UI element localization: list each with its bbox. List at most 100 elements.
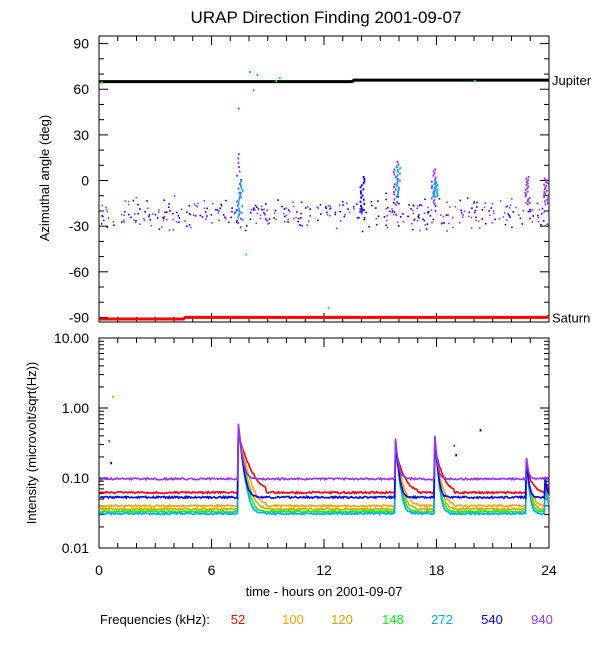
bottom-y-tick-label: 1.00 [62,400,89,416]
burst-point [240,196,242,199]
direction-point [218,219,220,222]
direction-point [329,208,331,210]
burst-point [434,180,437,183]
burst-point [525,184,528,187]
direction-point [481,209,484,211]
direction-point [427,211,429,213]
direction-point [446,201,448,203]
burst-point [432,195,435,198]
direction-point [256,212,259,215]
burst-point [396,185,399,188]
direction-point [540,213,543,215]
direction-point [418,214,420,216]
burst-point [543,195,545,198]
bottom-panel-marks [99,395,550,516]
direction-point [137,203,139,206]
burst-point [362,208,365,212]
direction-point [518,214,520,216]
direction-point [505,206,507,208]
direction-point [105,206,107,208]
direction-point [507,213,510,215]
direction-point [132,199,135,202]
bottom-y-axis-label: Intensity (microvolt/sqrt(Hz)) [24,362,39,525]
burst-point [240,178,242,182]
direction-point [287,218,289,221]
burst-point [434,168,437,171]
direction-point [154,213,157,216]
direction-point [264,218,267,220]
direction-point [484,202,486,204]
burst-point [526,190,529,193]
direction-point [353,207,355,210]
direction-point [348,211,351,214]
burst-point [543,177,546,180]
burst-point [395,176,398,179]
direction-point [168,203,170,205]
direction-point [268,218,271,220]
direction-point [239,211,241,213]
direction-point [320,213,322,215]
x-tick-label: 0 [95,562,103,578]
direction-point [261,209,264,211]
burst-point [436,188,439,191]
direction-point [211,222,213,224]
direction-point [160,226,163,228]
burst-point [546,182,549,185]
top-y-tick-label: -60 [69,264,89,280]
direction-point [377,215,380,218]
direction-point [412,209,414,212]
direction-point [466,197,469,199]
burst-point [240,185,242,188]
direction-point [319,204,322,206]
direction-point [399,216,402,218]
burst-point [435,185,438,188]
direction-point [164,211,166,214]
burst-point [238,196,241,199]
burst-point [396,177,399,180]
direction-point [326,211,328,214]
outlier-point [256,74,259,76]
direction-point [275,218,277,221]
direction-point [363,218,365,221]
direction-point [236,219,238,222]
direction-point [101,204,104,207]
direction-point [325,206,327,208]
direction-point [375,218,378,220]
direction-point [542,220,545,222]
direction-point [266,219,269,222]
direction-point [227,221,230,224]
direction-point [178,221,180,224]
direction-point [102,219,105,222]
direction-point [537,214,539,217]
direction-point [261,208,263,211]
direction-point [471,207,473,209]
direction-point [285,207,288,209]
burst-point [545,185,548,188]
direction-point [393,211,396,214]
burst-point [360,204,362,207]
direction-point [298,223,301,226]
outlier-point [100,81,103,84]
direction-point [106,210,108,213]
burst-point [241,205,244,208]
direction-point [263,208,265,211]
direction-point [529,208,531,211]
direction-point [427,212,429,215]
burst-point [396,170,399,173]
direction-point [309,208,311,210]
direction-point [233,212,236,214]
direction-point [106,226,109,229]
burst-point [434,176,437,179]
direction-point [300,217,302,219]
direction-point [512,211,514,213]
direction-point [468,215,470,218]
burst-point [239,193,242,197]
direction-point [317,207,319,209]
direction-point [476,201,478,204]
burst-point [547,197,550,200]
direction-point [304,207,307,209]
direction-point [540,223,542,226]
burst-point [393,190,395,193]
direction-point [299,224,302,227]
direction-point [139,208,141,210]
